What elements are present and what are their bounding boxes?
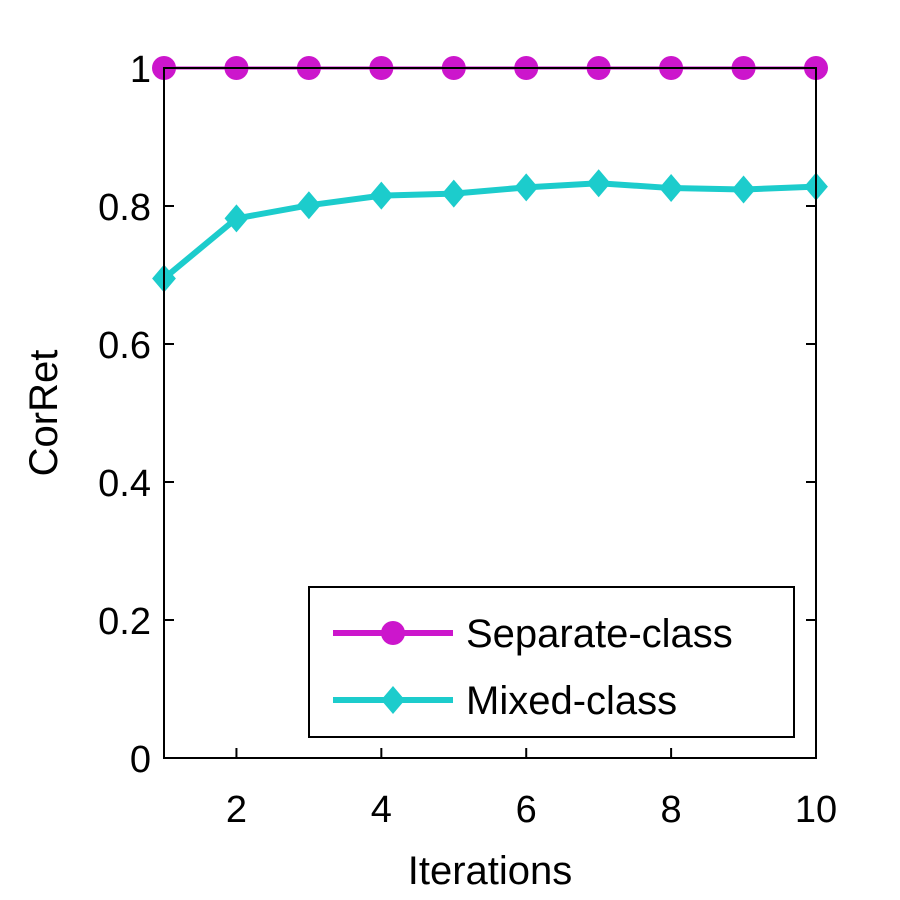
legend-items: Separate-class Mixed-class [333,612,733,723]
data-point-diamond [296,191,321,220]
legend-label: Mixed-class [466,679,677,723]
legend-swatch-marker [381,621,405,645]
x-tick-label: 2 [226,789,247,831]
legend-swatch-marker [381,686,405,714]
y-tick-label: 0.6 [98,325,151,367]
legend: Separate-class Mixed-class [308,586,795,738]
data-point-diamond [369,181,394,210]
y-tick-label: 0 [130,739,151,781]
legend-item: Separate-class [333,612,733,656]
x-tick-label: 8 [661,789,682,831]
data-point-diamond [586,169,611,198]
data-point-diamond [659,174,684,203]
legend-box [308,586,795,738]
y-tick-label: 1 [130,49,151,91]
x-tick-label: 4 [371,789,392,831]
y-tick-label: 0.2 [98,601,151,643]
legend-label: Separate-class [466,612,733,656]
data-point-diamond [441,179,466,208]
data-point-diamond [731,175,756,204]
series-line [162,180,817,281]
x-tick-label: 10 [795,789,837,831]
y-tick-label: 0.4 [98,463,151,505]
tick-labels: 2 4 6 8 10 0 0.2 0.4 0.6 0.8 1 [98,49,837,831]
data-point-diamond [514,173,539,202]
x-axis-label: Iterations [408,849,573,893]
plot-frame [163,67,817,759]
data-point-diamond [224,204,249,233]
legend-item: Mixed-class [333,679,677,723]
y-tick-label: 0.8 [98,187,151,229]
y-axis-label: CorRet [22,350,66,477]
x-tick-label: 6 [516,789,537,831]
